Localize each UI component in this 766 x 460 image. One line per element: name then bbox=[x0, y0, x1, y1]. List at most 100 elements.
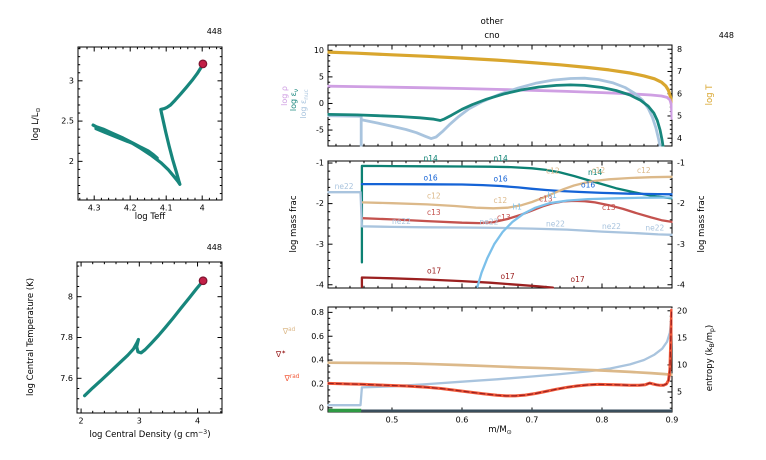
annotation-o17: o17 bbox=[500, 272, 514, 281]
axis-frame-abundance-profile bbox=[327, 160, 673, 289]
x-tick-label: 4.1 bbox=[160, 204, 173, 213]
y2-tick-label: -1 bbox=[677, 159, 685, 168]
y-tick-label: -5 bbox=[316, 126, 324, 135]
x-tick-label: 4.3 bbox=[88, 204, 101, 213]
y-tick-label: 10 bbox=[314, 46, 324, 55]
annotation-log mass frac: log mass frac bbox=[697, 195, 707, 252]
annotation-n14: n14 bbox=[588, 168, 603, 177]
series-evolution-track bbox=[91, 62, 205, 186]
annotation-c13: c13 bbox=[427, 208, 441, 217]
series-log-eps-nuc bbox=[361, 76, 662, 147]
y-tick-label: -4 bbox=[316, 280, 324, 289]
annotation-o17: o17 bbox=[570, 275, 584, 284]
series-grad-rad bbox=[327, 308, 673, 398]
y-tick-label: 5 bbox=[319, 72, 324, 81]
series-central-track bbox=[83, 279, 205, 398]
y-tick-label: 0.4 bbox=[311, 356, 324, 365]
annotation-c12: c12 bbox=[637, 166, 651, 175]
x-tick-label: 0.9 bbox=[666, 416, 679, 425]
annotation-log L/L⊙: log L/L⊙ bbox=[31, 107, 42, 140]
annotation-entropy (kB/mp): entropy (kB/mp) bbox=[705, 325, 716, 391]
y-tick-label: 8 bbox=[68, 292, 73, 301]
x-tick-label: 0.8 bbox=[596, 416, 609, 425]
series-o16 bbox=[360, 182, 673, 196]
y2-tick-label: -3 bbox=[677, 240, 685, 249]
y2-tick-label: 4 bbox=[677, 134, 682, 143]
annotation-ne22: ne22 bbox=[645, 223, 664, 232]
y-tick-label: 0.8 bbox=[311, 308, 324, 317]
tick-labels-power-profile: -5 0 5 10 4 5 6 7 8 bbox=[314, 45, 682, 143]
ticks-hr-diagram bbox=[78, 47, 222, 200]
x-tick-label: 4.2 bbox=[124, 204, 137, 213]
series-grad-ad bbox=[327, 361, 673, 377]
y2-tick-label: 6 bbox=[677, 89, 682, 98]
y-tick-label: -3 bbox=[316, 240, 324, 249]
annotation-c12: c12 bbox=[427, 191, 441, 200]
y2-tick-label: 15 bbox=[677, 333, 687, 342]
annotation-∇ad: ∇ad bbox=[282, 327, 296, 336]
current-model-marker bbox=[198, 276, 208, 286]
series-log-eps-nuc-core bbox=[327, 114, 363, 147]
y-tick-label: 0.2 bbox=[311, 380, 324, 389]
annotation-log T: log T bbox=[705, 84, 715, 106]
tick-labels-gradients-entropy: 0.5 0.6 0.7 0.8 0.9 0 0.2 0.4 0.6 0.8 5 10 15 20 bbox=[311, 306, 687, 424]
series-log-eps-nu bbox=[327, 83, 665, 147]
x-tick-label: 4 bbox=[195, 417, 200, 426]
x-tick-label: 2 bbox=[79, 417, 84, 426]
series-log-rho bbox=[327, 84, 673, 120]
series-o17 bbox=[360, 276, 555, 289]
annotation-c12: c12 bbox=[493, 196, 507, 205]
y-tick-label: -1 bbox=[316, 159, 324, 168]
annotation-∇✶: ∇✶ bbox=[275, 349, 286, 359]
annotation-c13: c13 bbox=[539, 195, 553, 204]
current-model-marker bbox=[198, 59, 208, 69]
annotation-n14: n14 bbox=[493, 154, 508, 163]
y-tick-label: 0 bbox=[319, 403, 324, 412]
annotation-448: 448 bbox=[207, 27, 222, 36]
y2-tick-label: 20 bbox=[677, 306, 687, 315]
x-tick-label: 3 bbox=[137, 417, 142, 426]
annotation-o16: o16 bbox=[423, 173, 437, 182]
y-tick-label: 0.6 bbox=[311, 332, 324, 341]
annotation-log Central Density (g cm−3): log Central Density (g cm−3) bbox=[89, 429, 210, 440]
series-grad-star bbox=[327, 309, 673, 397]
annotation-448: 448 bbox=[719, 31, 734, 40]
annotation-c13: c13 bbox=[602, 203, 616, 212]
annotation-ne22: ne22 bbox=[602, 222, 621, 231]
axis-frame-power-profile bbox=[327, 44, 673, 147]
annotation-o16: o16 bbox=[493, 175, 507, 184]
annotation-n14: n14 bbox=[423, 154, 438, 163]
annotation-c12: c12 bbox=[591, 166, 605, 175]
y2-tick-label: 5 bbox=[677, 388, 682, 397]
y2-tick-label: 7 bbox=[677, 67, 682, 76]
annotation-448: 448 bbox=[207, 243, 222, 252]
annotation-ne22: ne22 bbox=[392, 217, 411, 226]
series-c12 bbox=[360, 175, 673, 210]
annotation-log Teff: log Teff bbox=[135, 212, 167, 222]
series-group-power-profile bbox=[327, 50, 673, 147]
y2-tick-label: -2 bbox=[677, 199, 685, 208]
annotation-ne22: ne22 bbox=[479, 218, 498, 227]
y-tick-label: 7.6 bbox=[60, 374, 73, 383]
y2-tick-label: 5 bbox=[677, 112, 682, 121]
y-tick-label: -2 bbox=[316, 199, 324, 208]
y-tick-label: 2 bbox=[69, 157, 74, 166]
y-tick-label: 7.8 bbox=[60, 333, 73, 342]
annotation-c12: c12 bbox=[546, 167, 560, 176]
annotation-log ρ: log ρ bbox=[280, 86, 289, 106]
y2-tick-label: 10 bbox=[677, 361, 687, 370]
annotation-other: other bbox=[481, 17, 504, 27]
panel-central-t-rho: 2 3 4 7.6 7.8 8 448 log Central Density (g cm−3… bbox=[26, 243, 223, 440]
y-tick-label: 0 bbox=[319, 99, 324, 108]
annotation-cno: cno bbox=[484, 31, 499, 41]
panel-hr-diagram: 4.3 4.2 4.1 4 2 2.5 3 448 log Teff log L/L⊙ bbox=[31, 27, 223, 222]
x-tick-label: 0.7 bbox=[526, 416, 539, 425]
panel-gradients-entropy: 0.5 0.6 0.7 0.8 0.9 0 0.2 0.4 0.6 0.8 5 10 15 20 ∇ad ∇✶… bbox=[275, 306, 716, 436]
annotation-log εν: log εν bbox=[289, 89, 300, 111]
annotation-∇rad: ∇rad bbox=[284, 374, 300, 383]
annotation-log Central Temperature (K): log Central Temperature (K) bbox=[26, 278, 36, 396]
annotation-ne22: ne22 bbox=[546, 219, 565, 228]
